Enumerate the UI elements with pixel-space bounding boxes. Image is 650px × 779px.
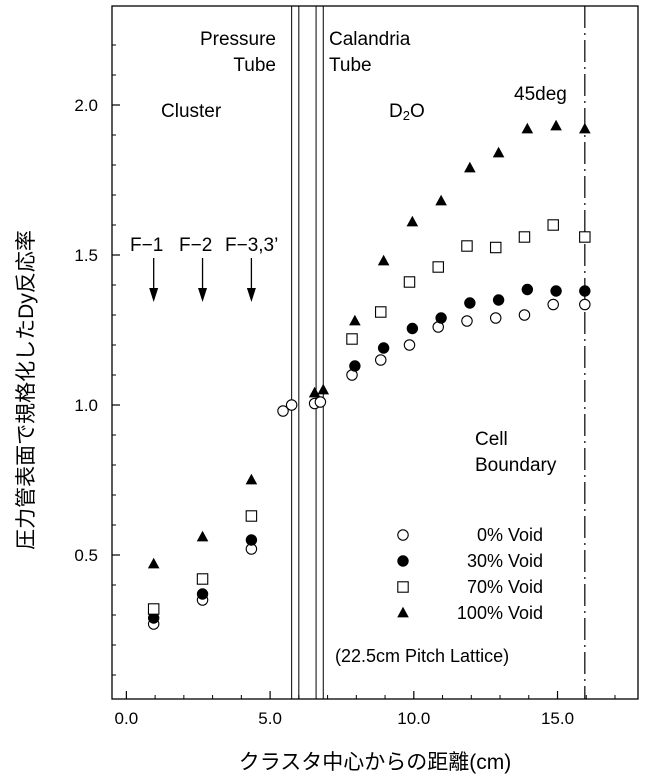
y-tick-label: 1.5 [74, 246, 98, 265]
calandria-tube-label-line2: Tube [329, 55, 372, 76]
data-point-100-void [147, 557, 160, 569]
d2o-main: D [389, 101, 403, 122]
x-tick-label: 15.0 [541, 709, 574, 728]
fuel-ring-f2-label: F−2 [179, 235, 212, 256]
data-point-70-void [518, 231, 531, 243]
d2o-label: D2O [389, 101, 425, 123]
lattice-note: (22.5cm Pitch Lattice) [335, 646, 509, 666]
data-point-0-void [518, 309, 531, 321]
fuel-ring-f3-label: F−3,3’ [225, 235, 278, 256]
legend-marker-0-void [397, 529, 409, 541]
data-point-0-void [547, 298, 559, 311]
calandria-tube-label-line1: Calandria [329, 29, 411, 50]
data-point-100-void [579, 122, 591, 134]
data-point-30-void [492, 294, 505, 306]
cluster-label: Cluster [161, 101, 222, 122]
fuel-ring-arrow-1 [149, 258, 159, 302]
data-point-70-void [147, 603, 160, 615]
x-axis-title: クラスタ中心からの距離(cm) [239, 751, 512, 774]
data-point-100-void [464, 161, 476, 173]
legend-label-100-void: 100% Void [457, 603, 543, 623]
data-point-70-void [346, 333, 358, 345]
legend-item-70-void: 70% Void [397, 577, 543, 597]
d2o-subscript: 2 [403, 108, 410, 123]
x-tick-label: 5.0 [258, 709, 282, 728]
legend-label-70-void: 70% Void [467, 577, 543, 597]
data-point-100-void [435, 194, 447, 206]
legend-marker-70-void [397, 581, 409, 593]
pressure-tube-label-line1: Pressure [200, 29, 276, 50]
angle-label: 45deg [514, 84, 567, 105]
legend-label-0-void: 0% Void [477, 525, 543, 545]
cell-boundary-label-line1: Cell [475, 429, 508, 450]
data-point-100-void [308, 386, 321, 398]
data-point-0-void [314, 396, 327, 408]
data-point-70-void [432, 261, 444, 273]
series-0-void [147, 298, 591, 630]
legend-item-0-void: 0% Void [397, 525, 543, 545]
y-tick-label: 0.5 [74, 546, 98, 565]
data-point-30-void [435, 312, 447, 324]
data-point-30-void [245, 534, 258, 546]
data-point-70-void [196, 573, 209, 585]
series-30-void [147, 283, 591, 624]
data-point-70-void [547, 219, 559, 231]
legend-label-30-void: 30% Void [467, 551, 543, 571]
data-point-100-void [377, 254, 390, 266]
data-point-100-void [550, 119, 562, 131]
data-point-30-void [464, 297, 476, 309]
data-point-30-void [521, 283, 534, 296]
data-point-70-void [579, 231, 591, 243]
legend-item-100-void: 100% Void [397, 603, 543, 623]
y-tick-label: 2.0 [74, 96, 98, 115]
data-point-100-void [492, 146, 505, 158]
data-point-70-void [374, 306, 387, 318]
fuel-ring-f1-label: F−1 [130, 235, 163, 256]
data-point-0-void [277, 405, 289, 417]
series-70-void [147, 219, 591, 615]
data-point-100-void [317, 383, 330, 395]
legend-marker-30-void [397, 555, 409, 567]
data-point-100-void [349, 314, 361, 326]
data-point-100-void [406, 215, 419, 227]
legend-marker-100-void [397, 606, 409, 618]
data-point-30-void [196, 588, 209, 600]
data-point-0-void [489, 312, 502, 324]
x-tick-label: 10.0 [397, 709, 430, 728]
y-axis-title: 圧力管表面で規格化したDy反応率 [15, 230, 38, 550]
data-point-30-void [406, 322, 419, 335]
data-point-30-void [579, 285, 591, 297]
data-point-100-void [196, 530, 209, 542]
cell-boundary-label-line2: Boundary [475, 455, 557, 476]
fuel-ring-arrow-3 [246, 258, 256, 302]
data-point-30-void [377, 342, 390, 354]
data-point-70-void [245, 510, 258, 522]
data-point-100-void [521, 122, 534, 134]
series-100-void [147, 119, 591, 569]
data-point-30-void [550, 285, 562, 297]
data-point-0-void [579, 298, 591, 311]
plot-frame [111, 5, 639, 700]
data-point-0-void [403, 339, 416, 351]
data-point-100-void [245, 473, 258, 485]
data-point-70-void [489, 241, 502, 254]
x-tick-label: 0.0 [115, 709, 139, 728]
data-point-0-void [374, 354, 387, 366]
d2o-tail: O [410, 101, 425, 122]
data-point-70-void [403, 276, 416, 288]
data-point-30-void [349, 360, 361, 372]
pressure-tube-label-line2: Tube [233, 55, 276, 76]
y-tick-label: 1.0 [74, 396, 98, 415]
fuel-ring-arrow-2 [198, 258, 208, 302]
data-point-0-void [461, 315, 473, 327]
data-point-70-void [461, 240, 473, 252]
data-point-0-void [285, 399, 298, 411]
legend-item-30-void: 30% Void [397, 551, 543, 571]
